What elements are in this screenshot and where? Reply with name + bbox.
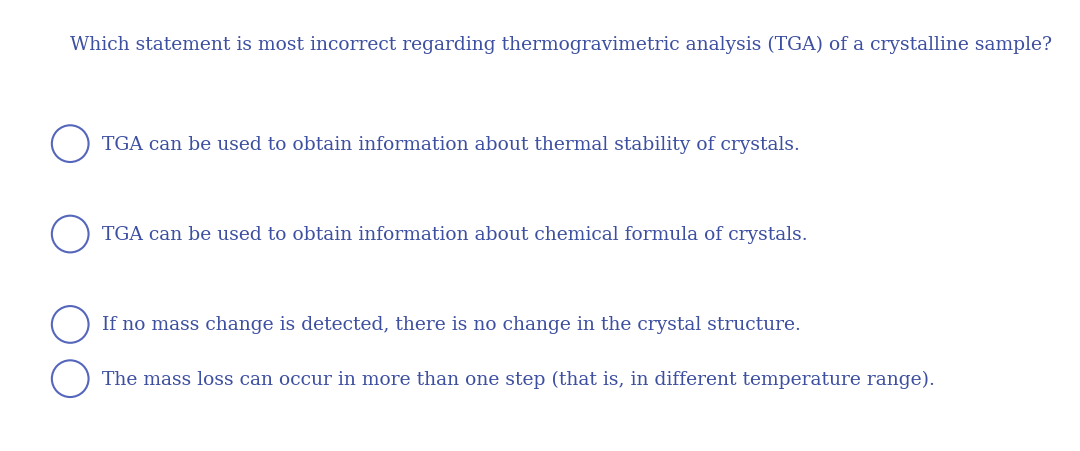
Text: If no mass change is detected, there is no change in the crystal structure.: If no mass change is detected, there is … bbox=[102, 316, 800, 334]
Text: TGA can be used to obtain information about chemical formula of crystals.: TGA can be used to obtain information ab… bbox=[102, 226, 807, 244]
Text: The mass loss can occur in more than one step (that is, in different temperature: The mass loss can occur in more than one… bbox=[102, 370, 934, 388]
Text: TGA can be used to obtain information about thermal stability of crystals.: TGA can be used to obtain information ab… bbox=[102, 135, 799, 153]
Text: Which statement is most incorrect regarding thermogravimetric analysis (TGA) of : Which statement is most incorrect regard… bbox=[70, 36, 1052, 54]
